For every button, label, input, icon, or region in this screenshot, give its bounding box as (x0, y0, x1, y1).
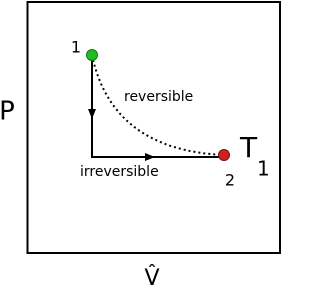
y-axis-label: P (0, 97, 15, 127)
reversible-path (91, 54, 225, 156)
path-label: irreversible (80, 164, 159, 180)
state-point (86, 49, 98, 61)
plot-frame (26, 1, 281, 254)
state-point (218, 149, 230, 161)
state-label: 1 (71, 38, 81, 57)
x-axis-label: V̂ (144, 265, 159, 291)
state-label: 2 (225, 171, 235, 190)
isotherm-label: T (239, 131, 258, 164)
path-label: reversible (124, 89, 193, 105)
diagram: P V̂ 1 2 reversible irreversible T 1 (0, 1, 281, 291)
isotherm-subscript: 1 (257, 157, 270, 181)
